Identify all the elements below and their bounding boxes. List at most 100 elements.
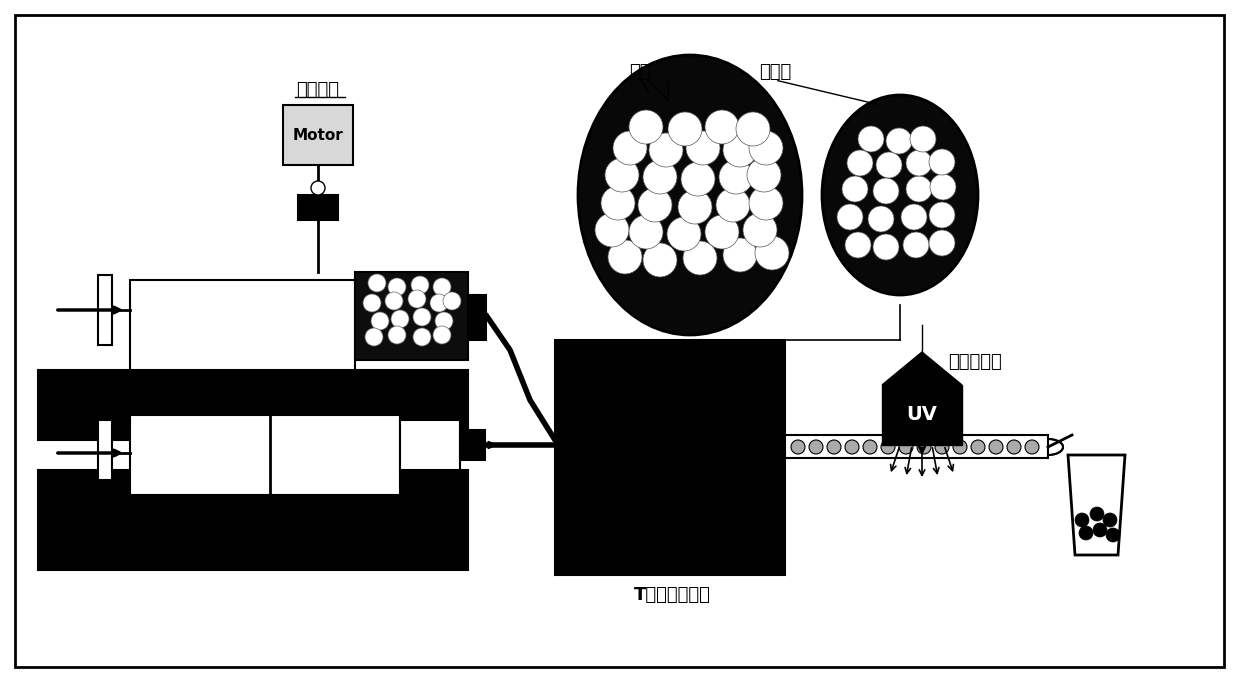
Circle shape <box>363 294 382 312</box>
Circle shape <box>917 440 930 454</box>
Circle shape <box>886 128 912 154</box>
Circle shape <box>906 150 932 176</box>
Circle shape <box>750 131 783 165</box>
Circle shape <box>1025 440 1040 454</box>
Circle shape <box>392 310 409 328</box>
Circle shape <box>408 290 426 308</box>
Ellipse shape <box>579 55 802 335</box>
Circle shape <box>613 131 647 165</box>
Circle shape <box>716 188 750 222</box>
Bar <box>299 195 338 220</box>
Circle shape <box>989 440 1004 454</box>
Circle shape <box>736 112 769 146</box>
Circle shape <box>388 278 406 296</box>
Circle shape <box>826 440 841 454</box>
Circle shape <box>678 190 712 224</box>
Circle shape <box>747 158 781 192</box>
Polygon shape <box>882 352 961 385</box>
Circle shape <box>368 274 387 292</box>
Text: 水凝胶: 水凝胶 <box>758 63 792 81</box>
Circle shape <box>638 188 672 222</box>
Circle shape <box>388 326 406 344</box>
Circle shape <box>1106 528 1120 542</box>
Circle shape <box>686 131 720 165</box>
Circle shape <box>847 150 873 176</box>
Ellipse shape <box>821 95 978 295</box>
Circle shape <box>629 110 663 144</box>
Text: UV: UV <box>907 406 938 424</box>
Circle shape <box>649 133 683 167</box>
Circle shape <box>881 440 895 454</box>
Bar <box>38 370 468 440</box>
Circle shape <box>845 232 871 258</box>
Circle shape <box>1007 440 1021 454</box>
Circle shape <box>953 440 966 454</box>
Circle shape <box>1093 523 1106 537</box>
Circle shape <box>869 206 895 232</box>
Text: 紫外灯固化: 紫外灯固化 <box>948 353 1002 371</box>
Circle shape <box>935 440 949 454</box>
Circle shape <box>724 133 757 167</box>
Circle shape <box>444 292 461 310</box>
Circle shape <box>1075 513 1089 527</box>
Circle shape <box>900 440 913 454</box>
Circle shape <box>435 312 453 330</box>
Circle shape <box>838 204 864 230</box>
Polygon shape <box>1068 455 1125 555</box>
Bar <box>98 275 112 345</box>
Circle shape <box>366 328 383 346</box>
Text: 磁力搞拌: 磁力搞拌 <box>296 81 339 99</box>
Circle shape <box>608 240 642 274</box>
Circle shape <box>971 440 985 454</box>
Circle shape <box>901 204 927 230</box>
Circle shape <box>595 213 629 247</box>
Circle shape <box>857 126 883 152</box>
Circle shape <box>643 243 676 277</box>
Circle shape <box>311 181 325 195</box>
Circle shape <box>667 217 701 251</box>
Circle shape <box>750 186 783 220</box>
Circle shape <box>724 238 757 272</box>
Bar <box>282 105 353 165</box>
Bar <box>555 340 786 575</box>
Bar <box>130 280 356 370</box>
Circle shape <box>743 213 777 247</box>
Circle shape <box>873 178 900 204</box>
Circle shape <box>413 308 431 326</box>
Bar <box>98 420 112 480</box>
Circle shape <box>432 278 451 296</box>
Circle shape <box>411 276 429 294</box>
Circle shape <box>845 440 859 454</box>
Circle shape <box>809 440 823 454</box>
Circle shape <box>681 162 715 196</box>
Circle shape <box>432 326 451 344</box>
Circle shape <box>668 112 703 146</box>
Circle shape <box>683 241 717 275</box>
Circle shape <box>930 174 957 200</box>
Circle shape <box>876 152 902 178</box>
Polygon shape <box>882 385 961 445</box>
Circle shape <box>1079 526 1093 540</box>
Circle shape <box>629 215 663 249</box>
Bar <box>38 470 468 570</box>
Circle shape <box>755 236 789 270</box>
Circle shape <box>903 232 929 258</box>
Circle shape <box>1103 513 1118 527</box>
Circle shape <box>929 149 955 175</box>
Circle shape <box>1090 507 1104 521</box>
Bar <box>356 272 468 360</box>
Circle shape <box>864 440 877 454</box>
Bar <box>400 420 460 470</box>
Circle shape <box>601 186 636 220</box>
Circle shape <box>605 158 639 192</box>
Text: 气孔: 气孔 <box>629 63 650 81</box>
Circle shape <box>929 230 955 256</box>
Circle shape <box>413 328 431 346</box>
Circle shape <box>719 160 753 194</box>
Circle shape <box>909 126 935 152</box>
Circle shape <box>430 294 449 312</box>
Circle shape <box>906 176 932 202</box>
Circle shape <box>705 215 738 249</box>
Circle shape <box>705 110 738 144</box>
Circle shape <box>370 312 389 330</box>
